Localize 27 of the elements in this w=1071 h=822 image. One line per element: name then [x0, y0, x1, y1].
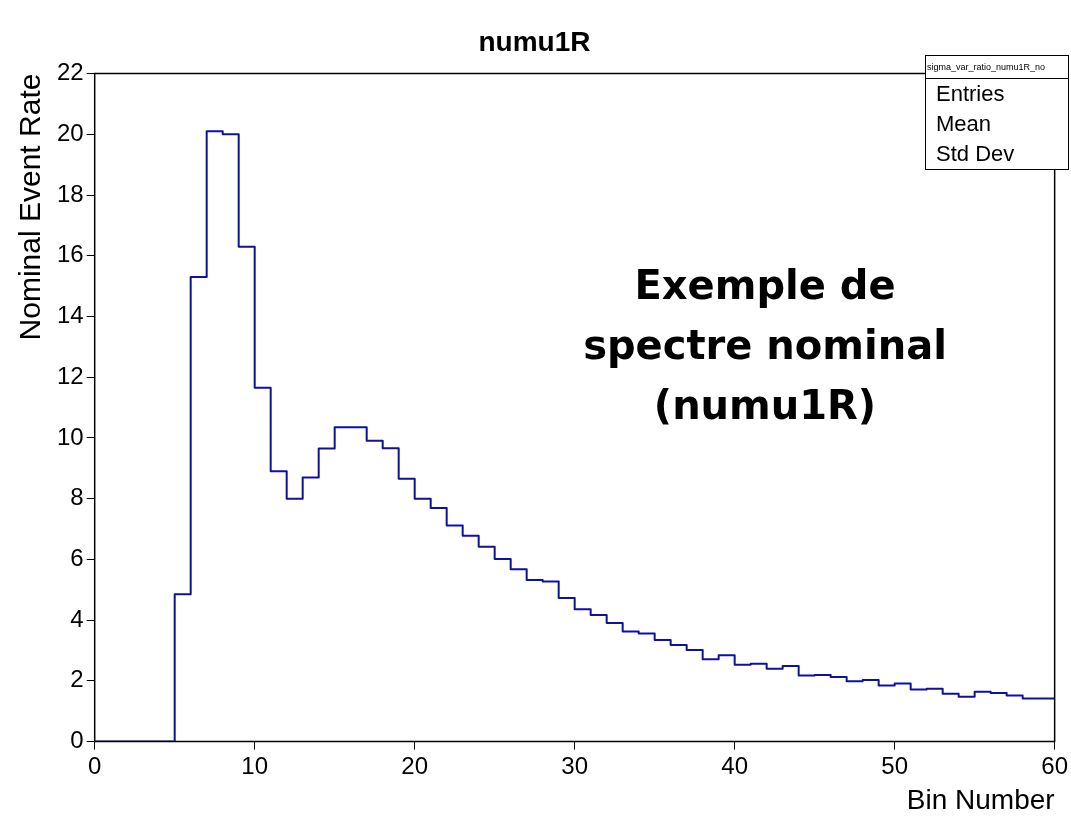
y-tick-label: 4	[70, 604, 84, 632]
y-tick-label: 6	[70, 544, 84, 572]
x-tick-label: 20	[401, 751, 429, 779]
annotation: Entries	[935, 80, 1006, 108]
x-tick-label: 30	[561, 751, 589, 779]
chart-title: numu1R	[478, 25, 591, 57]
y-tick-label: 8	[70, 483, 84, 511]
x-axis-title: Bin Number	[906, 783, 1055, 815]
y-tick-label: 14	[56, 301, 84, 329]
y-tick-label: 2	[70, 665, 84, 693]
y-tick-label: 0	[70, 726, 84, 754]
x-tick-label: 10	[241, 751, 269, 779]
x-tick-label: 50	[881, 751, 909, 779]
y-tick-label: 12	[56, 361, 84, 389]
x-tick-label: 60	[1041, 751, 1068, 779]
y-tick-label: 18	[56, 179, 84, 207]
annotation: Std Dev	[935, 140, 1016, 168]
x-tick-label: 0	[88, 751, 102, 779]
y-tick-label: 22	[56, 58, 84, 86]
y-tick-label: 16	[56, 240, 84, 268]
text: sigma_var_ratio_numu1R_no	[926, 56, 1068, 79]
y-tick-label: 20	[56, 118, 84, 146]
y-tick-label: 10	[56, 422, 84, 450]
x-tick-label: 40	[721, 751, 749, 779]
y-axis-title: Nominal Event Rate	[13, 73, 47, 341]
annotation: Exemple de spectre nominal (numu1R)	[582, 261, 948, 430]
annotation: Mean	[935, 110, 993, 138]
